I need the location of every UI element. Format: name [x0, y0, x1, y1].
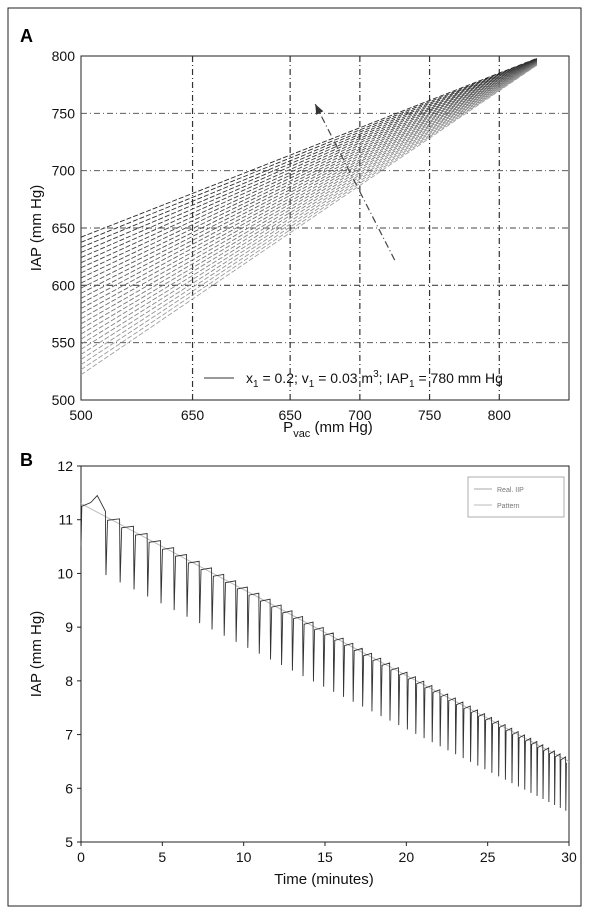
- panel-a-series-line: [80, 61, 538, 315]
- panel-b-legend: Real. IIP Pattern: [467, 476, 565, 518]
- panel-a-x-tick-label: 650: [278, 407, 302, 423]
- legend-x: x: [246, 370, 253, 386]
- panel-a-x-axis-label: Pvac (mm Hg): [283, 419, 373, 440]
- panel-b-x-ticks: 0 5 10 15 20 25 30: [77, 842, 577, 865]
- panel-a-x-ticks: 500 650 650 700 750 800: [69, 407, 511, 423]
- panel-a-series-line: [80, 60, 538, 284]
- panel-b-y-tick-label: 9: [65, 619, 73, 635]
- panel-b-y-tick-label: 10: [57, 565, 73, 581]
- legend-iap-value: = 780 mm Hg: [415, 370, 503, 386]
- panel-a-series-line: [80, 63, 538, 345]
- panel-b-legend-box: [467, 476, 565, 518]
- panel-a-y-tick-label: 650: [52, 220, 76, 236]
- panel-a-x-tick-label: 650: [181, 407, 205, 423]
- panel-a-series-line: [80, 62, 538, 325]
- legend-volume: = 0.03 m: [314, 370, 373, 386]
- panel-b-legend-entry-2: Pattern: [497, 503, 520, 510]
- panel-a-gridlines: [81, 56, 569, 400]
- panel-b-y-tick-label: 7: [65, 727, 73, 743]
- panel-a-series-line: [80, 58, 538, 258]
- panel-b-x-tick-label: 10: [236, 849, 252, 865]
- panel-a-y-axis-label: IAP (mm Hg): [28, 185, 45, 271]
- panel-a-series-line: [80, 57, 538, 238]
- panel-b-x-tick-label: 25: [480, 849, 496, 865]
- legend-iap: ; IAP: [379, 370, 409, 386]
- panel-a-series-line: [80, 62, 538, 335]
- panel-a-y-tick-label: 750: [52, 105, 76, 121]
- panel-a-series-line: [80, 62, 538, 330]
- panel-b-data: [80, 494, 570, 811]
- panel-a-y-tick-label: 800: [52, 48, 76, 64]
- panel-a-legend: x1 = 0.2; v1 = 0.03 m3; IAP1 = 780 mm Hg: [204, 369, 503, 390]
- panel-a-arrow-shaft: [314, 103, 396, 261]
- panel-a-series-line: [80, 61, 538, 304]
- panel-a-y-tick-label: 500: [52, 392, 76, 408]
- panel-b-legend-entry-1: Real. IIP: [497, 487, 524, 494]
- panel-a-series-line: [80, 59, 538, 269]
- panel-a-series-line: [80, 64, 538, 360]
- panel-b-y-tick-label: 12: [57, 458, 73, 474]
- legend-x-sub: 1: [253, 379, 259, 390]
- panel-a-y-tick-label: 600: [52, 277, 76, 293]
- panel-b-y-tick-label: 6: [65, 780, 73, 796]
- legend-v-sub: 1: [309, 379, 315, 390]
- panel-b-pattern-line: [80, 503, 570, 762]
- panel-a-legend-text: x1 = 0.2; v1 = 0.03 m3; IAP1 = 780 mm Hg: [246, 369, 503, 390]
- panel-b-x-tick-label: 15: [317, 849, 333, 865]
- panel-a-x-tick-label: 700: [348, 407, 372, 423]
- legend-v: = 0.2; v: [259, 370, 309, 386]
- panel-a-series-line: [80, 60, 538, 294]
- panel-a-series-line: [80, 63, 538, 355]
- panel-b-x-tick-label: 0: [77, 849, 85, 865]
- panel-a-xlabel-unit: (mm Hg): [310, 419, 373, 436]
- panel-a-series-line: [80, 64, 538, 371]
- panel-a-series-line: [80, 63, 538, 350]
- panel-a-series-line: [80, 59, 538, 264]
- panel-a-series-line: [80, 59, 538, 279]
- panel-a-series-line: [80, 60, 538, 299]
- panel-b-y-tick-label: 5: [65, 834, 73, 850]
- panel-a-series-line: [80, 63, 538, 340]
- panel-b-y-ticks: 5 6 7 8 9 10 11 12: [57, 458, 81, 850]
- legend-m3-sup: 3: [373, 369, 379, 380]
- panel-b-x-tick-label: 5: [158, 849, 166, 865]
- legend-iap-sub: 1: [409, 379, 415, 390]
- panel-b-y-axis-label: IAP (mm Hg): [28, 611, 45, 697]
- panel-a-series-line: [80, 60, 538, 289]
- panel-b-x-tick-label: 20: [399, 849, 415, 865]
- panel-b-letter: B: [20, 450, 33, 470]
- panel-a-xlabel-main: P: [283, 419, 293, 436]
- panel-a: A 500 650 650 700 750 800 500 550 600 650 700 750 8…: [20, 26, 570, 440]
- panel-a-arrow: [314, 103, 396, 261]
- panel-b-plot-area: [80, 465, 570, 843]
- panel-b-x-tick-label: 30: [561, 849, 577, 865]
- panel-a-arrow-head: [315, 104, 324, 115]
- panel-a-series-line: [80, 61, 538, 309]
- panel-a-x-tick-label: 750: [418, 407, 442, 423]
- panel-a-letter: A: [20, 26, 33, 46]
- panel-a-xlabel-sub: vac: [293, 428, 311, 440]
- panel-a-series-line: [80, 64, 538, 376]
- panel-a-y-tick-label: 700: [52, 163, 76, 179]
- panel-a-x-tick-label: 500: [69, 407, 93, 423]
- panel-a-x-tick-label: 800: [488, 407, 512, 423]
- panel-a-series-line: [80, 58, 538, 253]
- panel-b-x-axis-label: Time (minutes): [274, 871, 373, 888]
- panel-a-series-line: [80, 58, 538, 248]
- panel-a-series-family: [80, 57, 538, 376]
- panel-a-y-ticks: 500 550 600 650 700 750 800: [52, 48, 76, 408]
- panel-a-series-line: [80, 58, 538, 243]
- panel-b-y-tick-label: 11: [58, 512, 73, 528]
- panel-b-y-tick-label: 8: [65, 673, 73, 689]
- panel-b-signal-line: [80, 494, 567, 811]
- panel-a-series-line: [80, 61, 538, 320]
- panel-a-y-tick-label: 550: [52, 335, 76, 351]
